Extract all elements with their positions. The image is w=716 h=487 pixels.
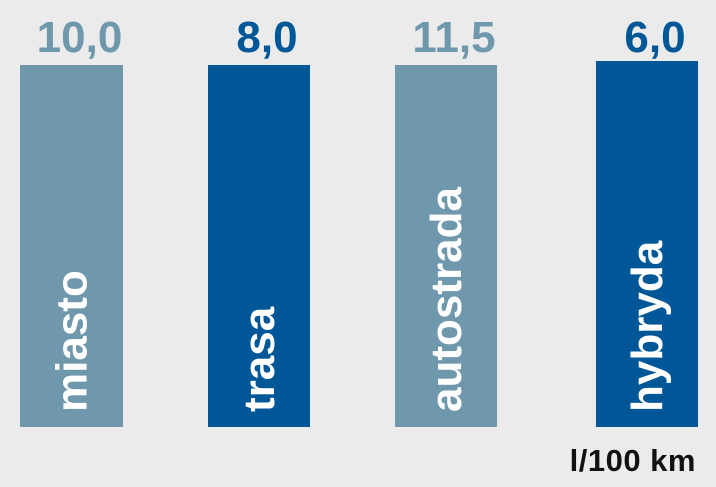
value-label-miasto: 10,0 — [37, 13, 123, 62]
bar-trasa — [208, 65, 310, 427]
unit-label: l/100 km — [569, 443, 696, 478]
value-label-hybryda: 6,0 — [624, 13, 685, 62]
category-label-autostrada: autostrada — [422, 187, 471, 412]
category-label-miasto: miasto — [48, 270, 97, 412]
value-label-autostrada: 11,5 — [412, 13, 495, 62]
bar-miasto — [20, 65, 123, 427]
bar-hybryda — [596, 61, 698, 427]
category-label-hybryda: hybryda — [623, 240, 672, 412]
value-label-trasa: 8,0 — [236, 13, 297, 62]
category-label-trasa: trasa — [235, 306, 284, 412]
bar-autostrada — [395, 65, 497, 427]
